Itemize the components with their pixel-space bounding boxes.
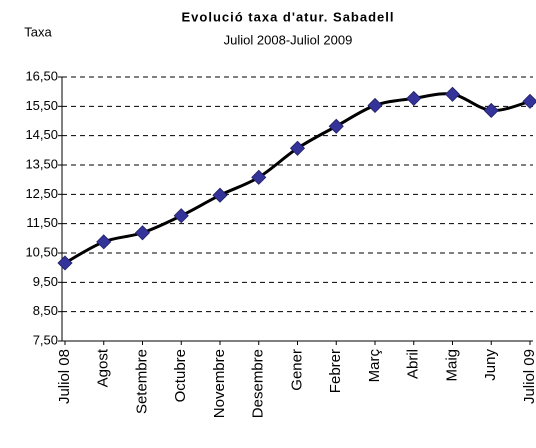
x-tick-label: Abril bbox=[405, 349, 422, 379]
x-tick-label: Agost bbox=[95, 348, 112, 387]
y-tick-label: 7,50 bbox=[33, 332, 58, 347]
line bbox=[64, 92, 531, 265]
marker bbox=[212, 187, 228, 203]
marker bbox=[328, 118, 344, 134]
x-tick-label: Setembre bbox=[133, 349, 150, 414]
y-tick-label: 8,50 bbox=[33, 303, 58, 318]
x-tick-label: Febrer bbox=[327, 349, 344, 393]
marker bbox=[367, 97, 383, 114]
y-axis-label: Taxa bbox=[24, 24, 52, 39]
x-tick-label: Novembre bbox=[211, 349, 228, 418]
y-tick-label: 12,50 bbox=[25, 186, 58, 201]
x-tick-label: Març bbox=[366, 349, 383, 383]
marker bbox=[522, 93, 536, 109]
y-tick-label: 14,50 bbox=[25, 127, 58, 142]
x-tick-label: Maig bbox=[443, 349, 460, 382]
y-tick-label: 10,50 bbox=[25, 244, 58, 259]
y-tick-label: 9,50 bbox=[33, 274, 58, 289]
y-tick-label: 15,50 bbox=[25, 98, 58, 113]
x-tick-label: Juliol 08 bbox=[56, 349, 73, 404]
y-tick-label: 13,50 bbox=[25, 156, 58, 171]
marker bbox=[406, 90, 422, 106]
y-tick-label: 16,50 bbox=[25, 68, 58, 83]
x-tick-label: Desembre bbox=[250, 349, 267, 418]
marker bbox=[289, 140, 306, 156]
y-tick-label: 11,50 bbox=[26, 215, 58, 230]
x-tick-label: Juny bbox=[482, 349, 499, 381]
marker bbox=[173, 208, 189, 224]
chart-subtitle: Juliol 2008-Juliol 2009 bbox=[224, 32, 353, 47]
x-tick-label: Gener bbox=[288, 349, 305, 391]
marker bbox=[96, 234, 112, 250]
x-tick-label: Juliol 09 bbox=[521, 349, 536, 404]
marker bbox=[444, 86, 461, 102]
marker bbox=[251, 169, 267, 185]
marker bbox=[483, 102, 499, 119]
marker bbox=[57, 255, 73, 271]
x-tick-label: Octubre bbox=[172, 349, 189, 402]
chart-title: Evolució taxa d'atur. Sabadell bbox=[182, 9, 395, 24]
marker bbox=[134, 225, 151, 241]
